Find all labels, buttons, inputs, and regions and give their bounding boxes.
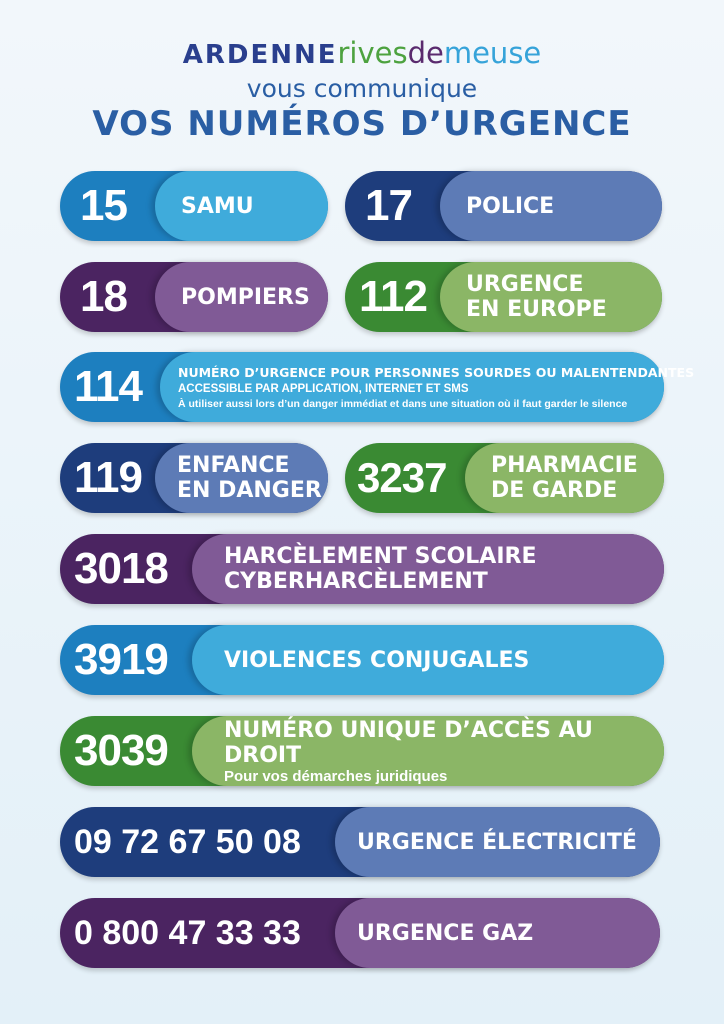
logo-de: de [407,36,444,70]
page-title: VOS NUMÉROS D’URGENCE [92,104,632,144]
logo-meuse: meuse [443,36,542,70]
sublabel: Pour vos démarches juridiques [224,767,448,785]
emergency-3237: 3237 PHARMACIE DE GARDE [345,443,664,513]
emergency-police: 17 POLICE [345,171,662,241]
phone-number: 3237 [357,454,447,501]
emergency-3919: 3919 VIOLENCES CONJUGALES [60,625,664,695]
description-line1: NUMÉRO D’URGENCE POUR PERSONNES SOURDES … [178,364,695,380]
phone-number: 3039 [74,726,169,775]
label-line2: EN DANGER [177,478,322,503]
label: VIOLENCES CONJUGALES [224,647,530,673]
label-line2: EN EUROPE [466,297,607,322]
logo-ardenne: ARDENNE [182,40,338,70]
phone-number: 114 [74,362,143,411]
phone-number: 18 [80,272,128,321]
phone-number: 09 72 67 50 08 [74,823,301,861]
phone-number: 0 800 47 33 33 [74,914,301,952]
label: SAMU [181,193,254,219]
label-line1: PHARMACIE [491,453,638,478]
phone-number: 15 [80,181,128,230]
logo: ARDENNErivesdemeuse [0,36,724,70]
emergency-gaz: 0 800 47 33 33 URGENCE GAZ [60,898,660,968]
label-line2: DE GARDE [491,478,618,503]
label: POMPIERS [181,284,310,310]
phone-number: 3919 [74,635,169,684]
emergency-3039: 3039 NUMÉRO UNIQUE D’ACCÈS AU DROIT Pour … [60,716,664,786]
label: URGENCE GAZ [357,920,534,946]
emergency-3018: 3018 HARCÈLEMENT SCOLAIRE CYBERHARCÈLEMEN… [60,534,664,604]
logo-rives: rives [337,36,408,70]
emergency-samu: 15 SAMU [60,171,328,241]
label-line1: HARCÈLEMENT SCOLAIRE [224,544,537,569]
emergency-pompiers: 18 POMPIERS [60,262,328,332]
label-line1: ENFANCE [177,453,290,478]
phone-number: 17 [365,181,413,230]
emergency-114: 114 NUMÉRO D’URGENCE POUR PERSONNES SOUR… [60,352,695,422]
emergency-112: 112 URGENCE EN EUROPE [345,262,662,332]
phone-number: 112 [359,272,428,321]
label: POLICE [466,193,555,219]
label: URGENCE ÉLECTRICITÉ [357,829,637,855]
label: NUMÉRO UNIQUE D’ACCÈS AU DROIT [224,717,593,768]
phone-number: 3018 [74,544,169,593]
description-line3: À utiliser aussi lors d’un danger immédi… [178,397,628,410]
emergency-119: 119 ENFANCE EN DANGER [60,443,328,513]
description-line2: ACCESSIBLE PAR APPLICATION, INTERNET ET … [178,382,469,395]
label-line1: URGENCE [466,272,584,297]
label-line2: CYBERHARCÈLEMENT [224,569,488,594]
subtitle: vous communique [246,74,478,103]
phone-number: 119 [74,453,143,502]
emergency-electricite: 09 72 67 50 08 URGENCE ÉLECTRICITÉ [60,807,660,877]
